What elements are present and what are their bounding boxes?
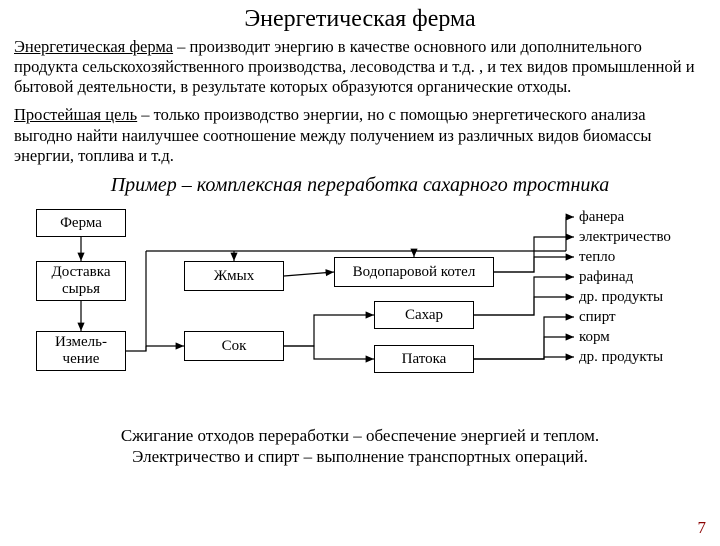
node-patoka: Патока (374, 345, 474, 373)
node-ferma: Ферма (36, 209, 126, 237)
node-zhmyh: Жмых (184, 261, 284, 291)
output-item: рафинад (579, 267, 671, 287)
footer-line-2: Электричество и спирт – выполнение транс… (132, 447, 588, 466)
output-item: спирт (579, 307, 671, 327)
node-sok: Сок (184, 331, 284, 361)
footer-line-1: Сжигание отходов переработки – обеспечен… (121, 426, 599, 445)
page-title: Энергетическая ферма (0, 6, 720, 33)
p2-term: Простейшая цель (14, 105, 137, 124)
example-title: Пример – комплексная переработка сахарно… (0, 174, 720, 197)
output-item: тепло (579, 247, 671, 267)
node-kotel: Водопаровой котел (334, 257, 494, 287)
page-number: 7 (698, 518, 707, 538)
output-item: электричество (579, 227, 671, 247)
output-item: корм (579, 327, 671, 347)
paragraph-1: Энергетическая ферма – производит энерги… (14, 37, 706, 97)
p1-term: Энергетическая ферма (14, 37, 173, 56)
node-izmel: Измель- чение (36, 331, 126, 371)
node-dostavka: Доставка сырья (36, 261, 126, 301)
outputs-list: фанера электричество тепло рафинад др. п… (579, 207, 671, 368)
output-item: фанера (579, 207, 671, 227)
node-sahar: Сахар (374, 301, 474, 329)
output-item: др. продукты (579, 287, 671, 307)
paragraph-2: Простейшая цель – только производство эн… (14, 105, 706, 165)
output-item: др. продукты (579, 347, 671, 367)
footer-text: Сжигание отходов переработки – обеспечен… (40, 425, 680, 468)
flow-diagram: Ферма Доставка сырья Измель- чение Жмых … (14, 203, 706, 421)
